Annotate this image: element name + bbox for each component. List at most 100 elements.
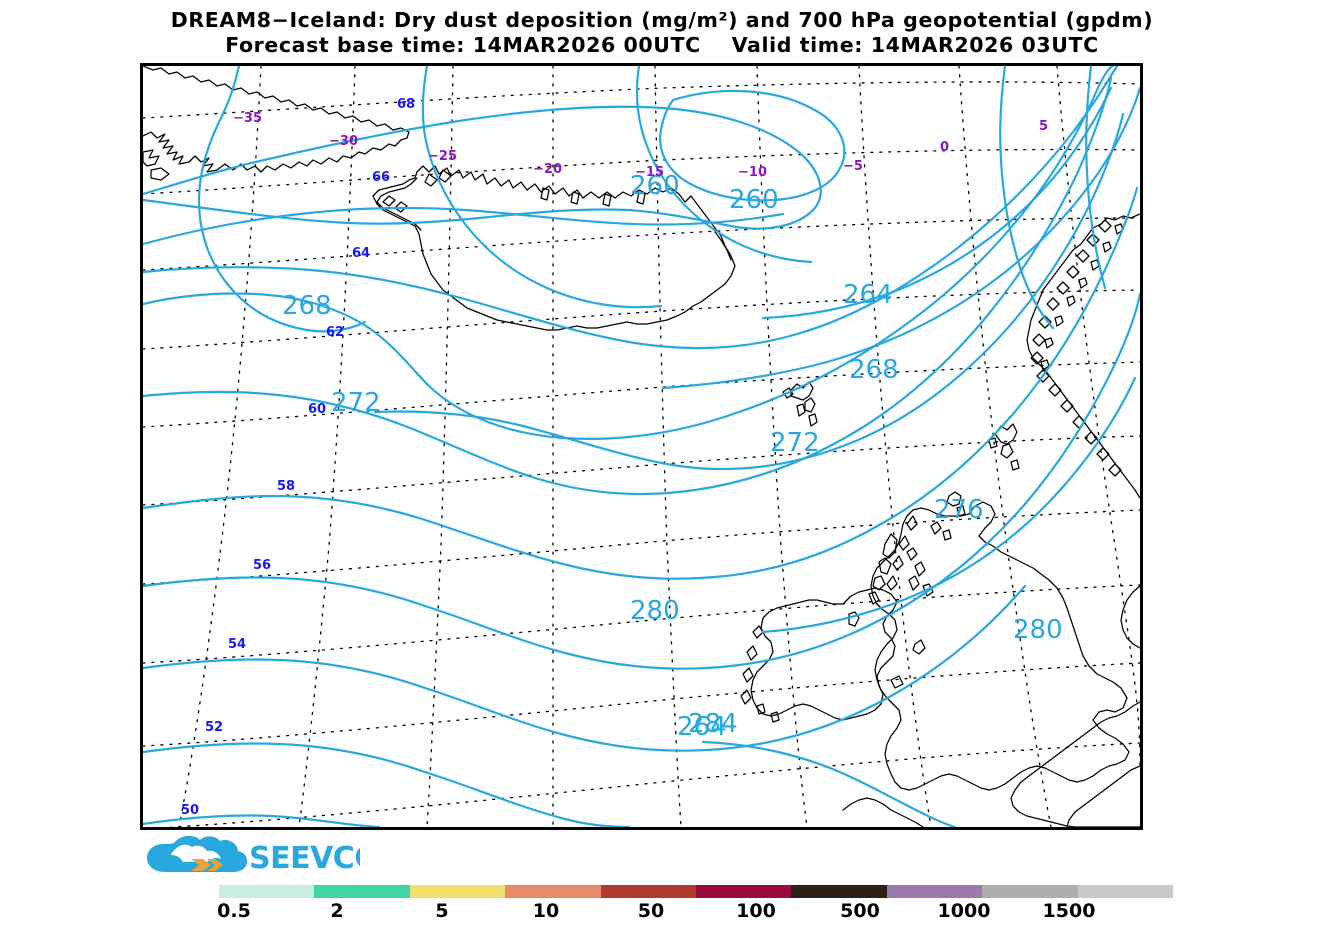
contour-label: 260: [729, 185, 779, 215]
latitude-label: 68: [397, 97, 415, 112]
contour-line: [143, 206, 785, 246]
latitude-label: 64: [352, 246, 370, 261]
longitude-label: 5: [1039, 119, 1048, 134]
colorbar: 0.5 2 5 10 50 100 500 1000 1500: [217, 885, 1173, 922]
coastline-anglesey: [890, 675, 904, 689]
colorbar-tick-label: 100: [736, 900, 776, 922]
latitude-label: 54: [228, 637, 246, 652]
latitude-label: 56: [253, 558, 271, 573]
longitude-label: −25: [428, 149, 457, 164]
longitude-label: −10: [738, 165, 767, 180]
contour-line: [143, 186, 1139, 580]
longitude-label: −35: [233, 111, 262, 126]
seevccc-logo: SEEVCCC: [145, 833, 360, 875]
colorbar-tick-label: 2: [330, 900, 344, 922]
contour-line: [197, 66, 367, 333]
contour-line: [143, 742, 631, 827]
contour-line: [1085, 66, 1107, 290]
colorbar-tick-label: 1000: [937, 900, 991, 922]
colorbar-segment: [219, 885, 315, 898]
contour-labels: 260 260 264 264 268 268 272 272 276 280 …: [282, 171, 1063, 742]
cloud-icon: [147, 835, 248, 872]
contour-label: 276: [934, 495, 984, 525]
contour-line: [421, 66, 663, 309]
contour-label: 268: [849, 355, 899, 385]
geopotential-contours: [143, 66, 1140, 827]
colorbar-ticks: 0.5 2 5 10 50 100 500 1000 1500: [217, 898, 1173, 922]
coastline-scotland-detail: [886, 515, 952, 597]
contour-label: 280: [1013, 615, 1063, 645]
coastline-ireland-detail: [740, 611, 860, 723]
map-frame: .coast { fill:none; stroke:#000; stroke-…: [140, 63, 1143, 830]
contour-line: [143, 105, 822, 230]
contour-line: [143, 584, 1027, 752]
colorbar-segment: [409, 885, 506, 898]
coastline-great-britain: [870, 501, 1130, 791]
latitude-label: 58: [277, 479, 295, 494]
coastline-shetland: [988, 423, 1020, 471]
coastlines: [143, 66, 1140, 827]
coastline-norway-fjords: [1030, 219, 1124, 477]
contour-label: 268: [282, 291, 332, 321]
colorbar-segment: [886, 885, 983, 898]
contour-line: [761, 86, 1113, 320]
colorbar-strip: [219, 885, 1173, 898]
longitude-label: −30: [329, 134, 358, 149]
colorbar-segment: [982, 885, 1078, 898]
latitude-label: 60: [308, 402, 326, 417]
chart-title-block: DREAM8−Iceland: Dry dust deposition (mg/…: [0, 8, 1324, 58]
map-canvas: .coast { fill:none; stroke:#000; stroke-…: [143, 66, 1140, 827]
latitude-label: 52: [205, 720, 223, 735]
contour-line: [659, 89, 846, 202]
latitude-labels: 68 66 64 62 60 58 56 54 52 50: [181, 97, 415, 818]
contour-line: [143, 76, 1113, 496]
coastline-iceland: [372, 165, 736, 331]
arrow-icon: [191, 859, 223, 871]
colorbar-segment: [314, 885, 410, 898]
contour-label: 264: [843, 280, 893, 310]
latitude-label: 62: [326, 325, 344, 340]
coastline-orkney: [946, 491, 966, 517]
colorbar-segment: [1077, 885, 1173, 898]
contour-label: 280: [630, 596, 680, 626]
longitude-label: −15: [635, 165, 664, 180]
coastline-faroe-islands: [782, 381, 818, 427]
logo-wordmark: SEEVCCC: [249, 841, 360, 875]
contour-line: [701, 740, 957, 827]
contour-label: 260: [630, 171, 680, 201]
coastline-greenland: [143, 66, 410, 173]
colorbar-segment: [791, 885, 887, 898]
logo-svg: SEEVCCC: [147, 835, 360, 875]
latitude-label: 50: [181, 803, 199, 818]
contour-line: [373, 112, 1125, 471]
contour-line: [143, 814, 381, 827]
colorbar-segment: [600, 885, 696, 898]
coastline-outer-hebrides: [868, 533, 898, 605]
contour-label: 272: [770, 428, 820, 458]
longitude-label: −5: [843, 159, 863, 174]
contour-line: [999, 66, 1055, 330]
colorbar-segment: [505, 885, 601, 898]
coastline-ireland: [750, 587, 898, 721]
colorbar-tick-label: 0.5: [217, 900, 251, 922]
colorbar-tick-label: 10: [532, 900, 560, 922]
coastline-continental-europe: [1010, 701, 1140, 827]
graticule-meridians: [178, 66, 1140, 827]
contour-label: 284: [688, 709, 738, 739]
forecast-time-subtitle: Forecast base time: 14MAR2026 00UTC Vali…: [225, 33, 1099, 57]
colorbar-tick-label: 500: [840, 900, 880, 922]
colorbar-tick-label: 5: [435, 900, 449, 922]
colorbar-tick-label: 50: [637, 900, 665, 922]
latitude-label: 66: [372, 170, 390, 185]
contour-line: [635, 66, 813, 264]
longitude-label: 0: [940, 140, 949, 155]
contour-line: [761, 376, 1137, 634]
coastline-denmark: [1120, 585, 1140, 649]
contour-line: [143, 66, 1119, 350]
page-title: DREAM8−Iceland: Dry dust deposition (mg/…: [170, 8, 1154, 32]
longitude-label: −20: [533, 162, 562, 177]
contour-line: [661, 86, 1140, 390]
contour-line: [143, 292, 1140, 670]
contour-line: [143, 66, 1115, 440]
